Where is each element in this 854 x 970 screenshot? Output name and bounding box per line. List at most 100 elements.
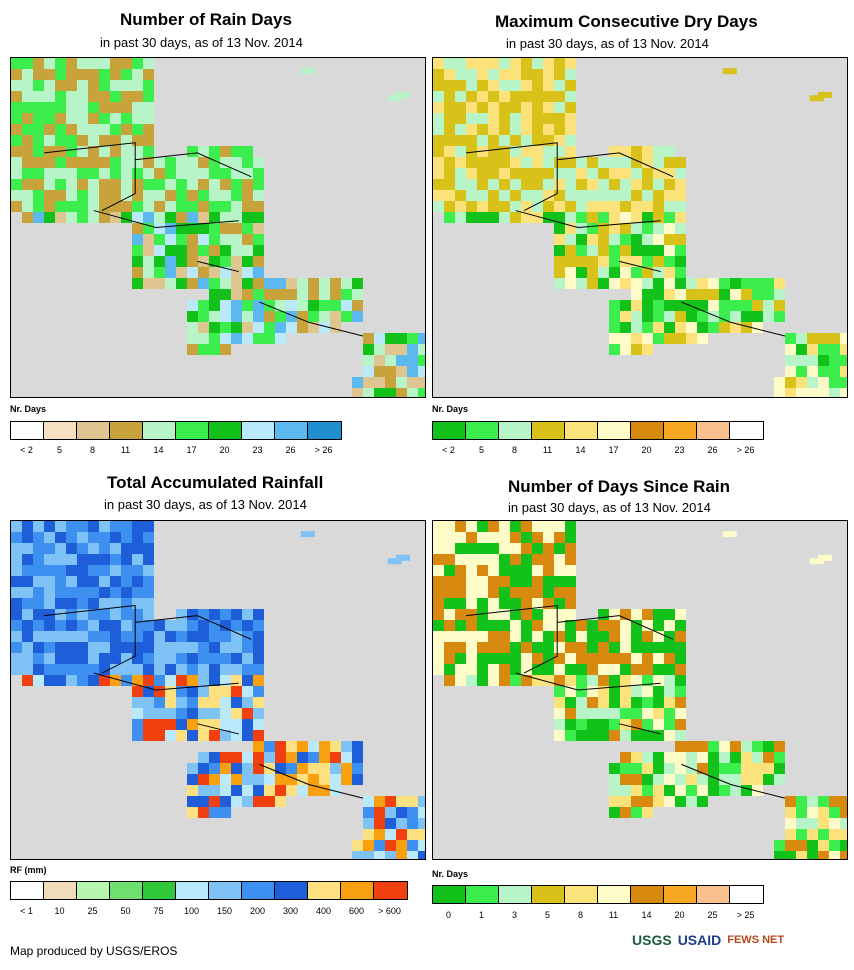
map-cell bbox=[11, 642, 22, 653]
map-cell bbox=[253, 201, 264, 212]
map-cell bbox=[609, 344, 620, 355]
map-cell bbox=[77, 620, 88, 631]
map-cell bbox=[466, 146, 477, 157]
map-cell bbox=[510, 135, 521, 146]
map-cell bbox=[110, 91, 121, 102]
map-cell bbox=[477, 212, 488, 223]
map-cell bbox=[543, 124, 554, 135]
map-cell bbox=[719, 741, 730, 752]
map-cell bbox=[297, 322, 308, 333]
map-cell bbox=[609, 796, 620, 807]
map-cell bbox=[477, 532, 488, 543]
map-cell bbox=[33, 124, 44, 135]
map-cell bbox=[396, 344, 407, 355]
map-cell bbox=[198, 675, 209, 686]
map-cell bbox=[198, 807, 209, 818]
map-cell bbox=[396, 796, 407, 807]
map-cell bbox=[187, 311, 198, 322]
map-cell bbox=[631, 697, 642, 708]
map-cell bbox=[818, 355, 829, 366]
map-cell bbox=[455, 576, 466, 587]
map-cell bbox=[565, 587, 576, 598]
map-cell bbox=[154, 719, 165, 730]
map-cell bbox=[209, 653, 220, 664]
map-cell bbox=[55, 157, 66, 168]
map-cell bbox=[242, 642, 253, 653]
legend-label: < 1 bbox=[20, 906, 33, 916]
map-cell bbox=[143, 102, 154, 113]
map-cell bbox=[466, 69, 477, 80]
map-cell bbox=[576, 245, 587, 256]
map-cell bbox=[532, 653, 543, 664]
map-cell bbox=[455, 168, 466, 179]
map-cell bbox=[330, 322, 341, 333]
map-cell bbox=[286, 763, 297, 774]
legend-label: 8 bbox=[89, 445, 96, 455]
map-cell bbox=[719, 785, 730, 796]
map-cell bbox=[609, 642, 620, 653]
map-cell bbox=[741, 278, 752, 289]
map-cell bbox=[818, 829, 829, 840]
map-cell bbox=[11, 69, 22, 80]
map-cell bbox=[275, 333, 286, 344]
map-cell bbox=[587, 157, 598, 168]
map-cell bbox=[220, 168, 231, 179]
map-cell bbox=[664, 201, 675, 212]
map-cell bbox=[554, 91, 565, 102]
map-canvas bbox=[433, 521, 847, 859]
map-cell bbox=[154, 631, 165, 642]
map-cell bbox=[730, 278, 741, 289]
map-cell bbox=[631, 675, 642, 686]
map-cell bbox=[374, 344, 385, 355]
map-cell bbox=[587, 267, 598, 278]
map-cell bbox=[785, 344, 796, 355]
map-cell bbox=[543, 565, 554, 576]
map-cell bbox=[55, 212, 66, 223]
map-cell bbox=[708, 774, 719, 785]
map-cell bbox=[433, 631, 444, 642]
map-canvas bbox=[11, 58, 425, 397]
map-cell bbox=[477, 543, 488, 554]
map-cell bbox=[840, 377, 847, 388]
legend-label: 8 bbox=[577, 910, 584, 920]
map-cell bbox=[143, 675, 154, 686]
map-cell bbox=[466, 135, 477, 146]
map-cell bbox=[66, 532, 77, 543]
map-cell bbox=[444, 157, 455, 168]
map-cell bbox=[543, 620, 554, 631]
legend-label: 11 bbox=[542, 445, 553, 455]
map-cell bbox=[620, 620, 631, 631]
map-cell bbox=[499, 113, 510, 124]
map-cell bbox=[675, 311, 686, 322]
map-cell bbox=[187, 631, 198, 642]
map-cell bbox=[198, 774, 209, 785]
map-cell bbox=[88, 124, 99, 135]
map-cell bbox=[565, 146, 576, 157]
map-cell bbox=[730, 763, 741, 774]
map-cell bbox=[532, 587, 543, 598]
map-cell bbox=[242, 785, 253, 796]
map-cell bbox=[631, 300, 642, 311]
map-cell bbox=[521, 91, 532, 102]
map-rainfall bbox=[10, 520, 426, 860]
legend-title: RF (mm) bbox=[10, 865, 47, 875]
map-cell bbox=[33, 157, 44, 168]
map-cell bbox=[642, 344, 653, 355]
map-cell bbox=[609, 311, 620, 322]
map-cell bbox=[231, 796, 242, 807]
map-cell bbox=[477, 521, 488, 532]
map-cell bbox=[455, 543, 466, 554]
map-cell bbox=[154, 686, 165, 697]
map-cell bbox=[143, 179, 154, 190]
map-cell bbox=[352, 300, 363, 311]
map-cell bbox=[121, 609, 132, 620]
map-cell bbox=[220, 675, 231, 686]
map-cell bbox=[565, 124, 576, 135]
map-cell bbox=[642, 730, 653, 741]
map-cell bbox=[818, 840, 829, 851]
map-cell bbox=[176, 256, 187, 267]
map-cell bbox=[22, 102, 33, 113]
map-cell bbox=[477, 201, 488, 212]
map-cell bbox=[242, 234, 253, 245]
map-cell bbox=[488, 664, 499, 675]
